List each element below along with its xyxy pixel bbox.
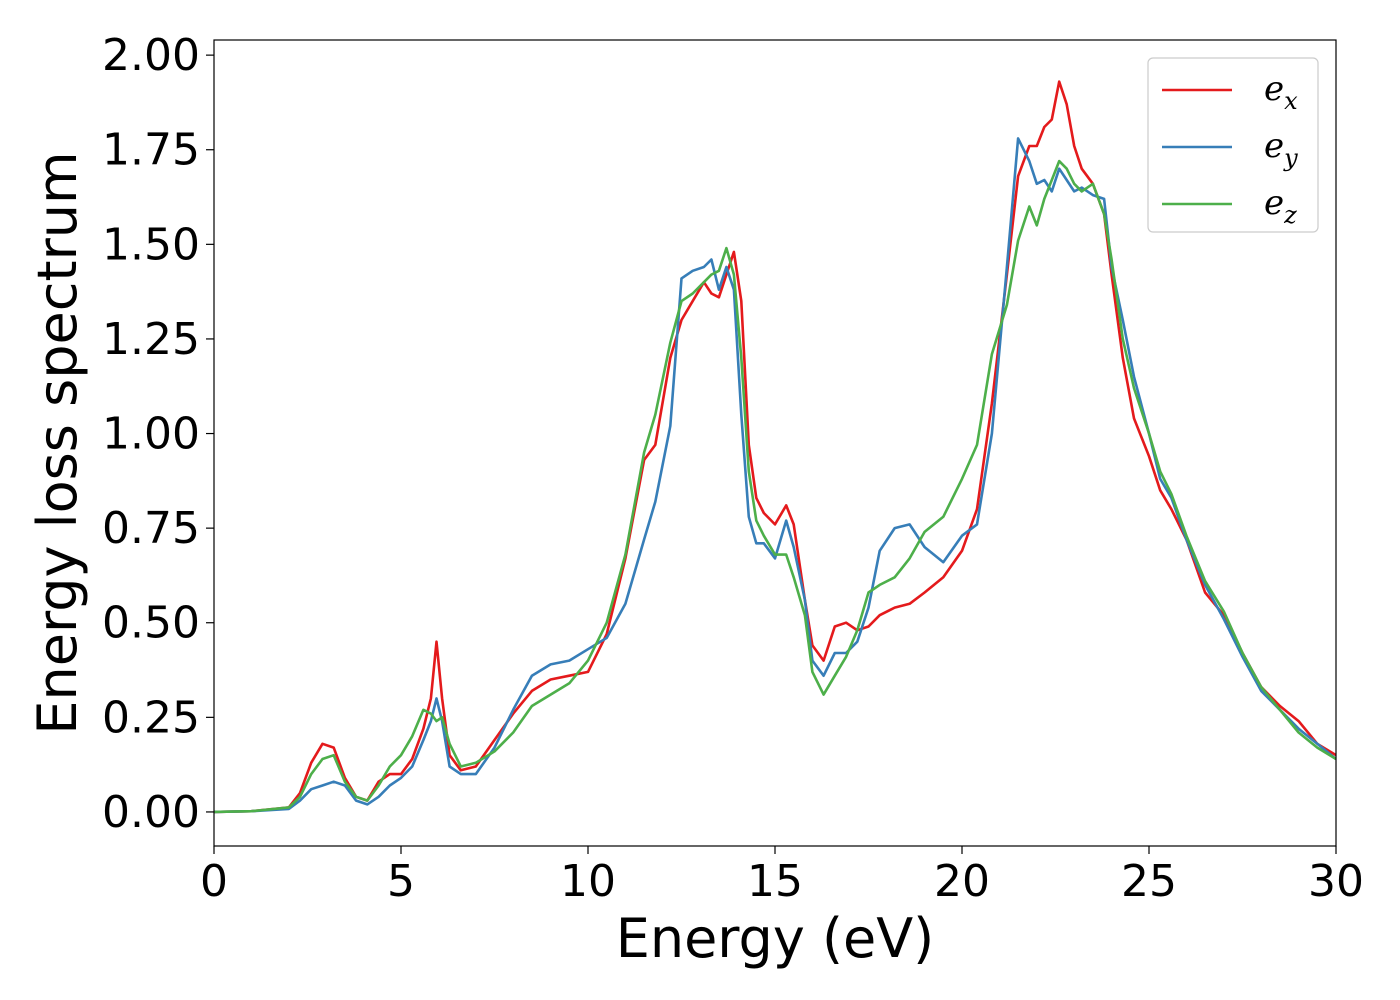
legend-label-ex: ex (1264, 69, 1298, 115)
x-tick-label: 0 (200, 856, 228, 907)
legend-label-base: e (1264, 69, 1284, 109)
legend-label-subscript: y (1283, 144, 1298, 172)
y-tick-label: 0.75 (102, 503, 200, 554)
legend-box (1147, 57, 1319, 233)
legend-label-ez: ez (1264, 183, 1297, 229)
x-axis-label: Energy (eV) (616, 907, 935, 970)
y-tick-label: 1.00 (102, 409, 200, 460)
y-tick-label: 0.00 (102, 787, 200, 838)
legend-label-subscript: x (1284, 87, 1298, 115)
y-axis-label: Energy loss spectrum (26, 151, 89, 734)
y-tick-label: 2.00 (102, 30, 200, 81)
x-tick-label: 10 (560, 856, 616, 907)
x-tick-label: 5 (387, 856, 415, 907)
series-line-ez (214, 159, 1336, 814)
y-tick-label: 1.50 (102, 219, 200, 270)
y-tick-label: 0.25 (102, 692, 200, 743)
x-axis: 0 5 10 15 20 25 30 (200, 846, 1364, 907)
series-layer (214, 80, 1336, 814)
x-tick-label: 25 (1121, 856, 1177, 907)
legend-label-base: e (1264, 183, 1284, 223)
y-axis: 0.00 0.25 0.50 0.75 1.00 1.25 1.50 1.75 2.00 (102, 30, 214, 838)
y-tick-label: 1.75 (102, 125, 200, 176)
legend-label-ey: ey (1264, 126, 1298, 172)
x-tick-label: 15 (747, 856, 803, 907)
y-tick-label: 0.50 (102, 598, 200, 649)
x-tick-label: 30 (1308, 856, 1364, 907)
legend-label-base: e (1264, 126, 1284, 166)
x-tick-label: 20 (934, 856, 990, 907)
y-tick-label: 1.25 (102, 314, 200, 365)
legend-label-subscript: z (1283, 201, 1297, 229)
